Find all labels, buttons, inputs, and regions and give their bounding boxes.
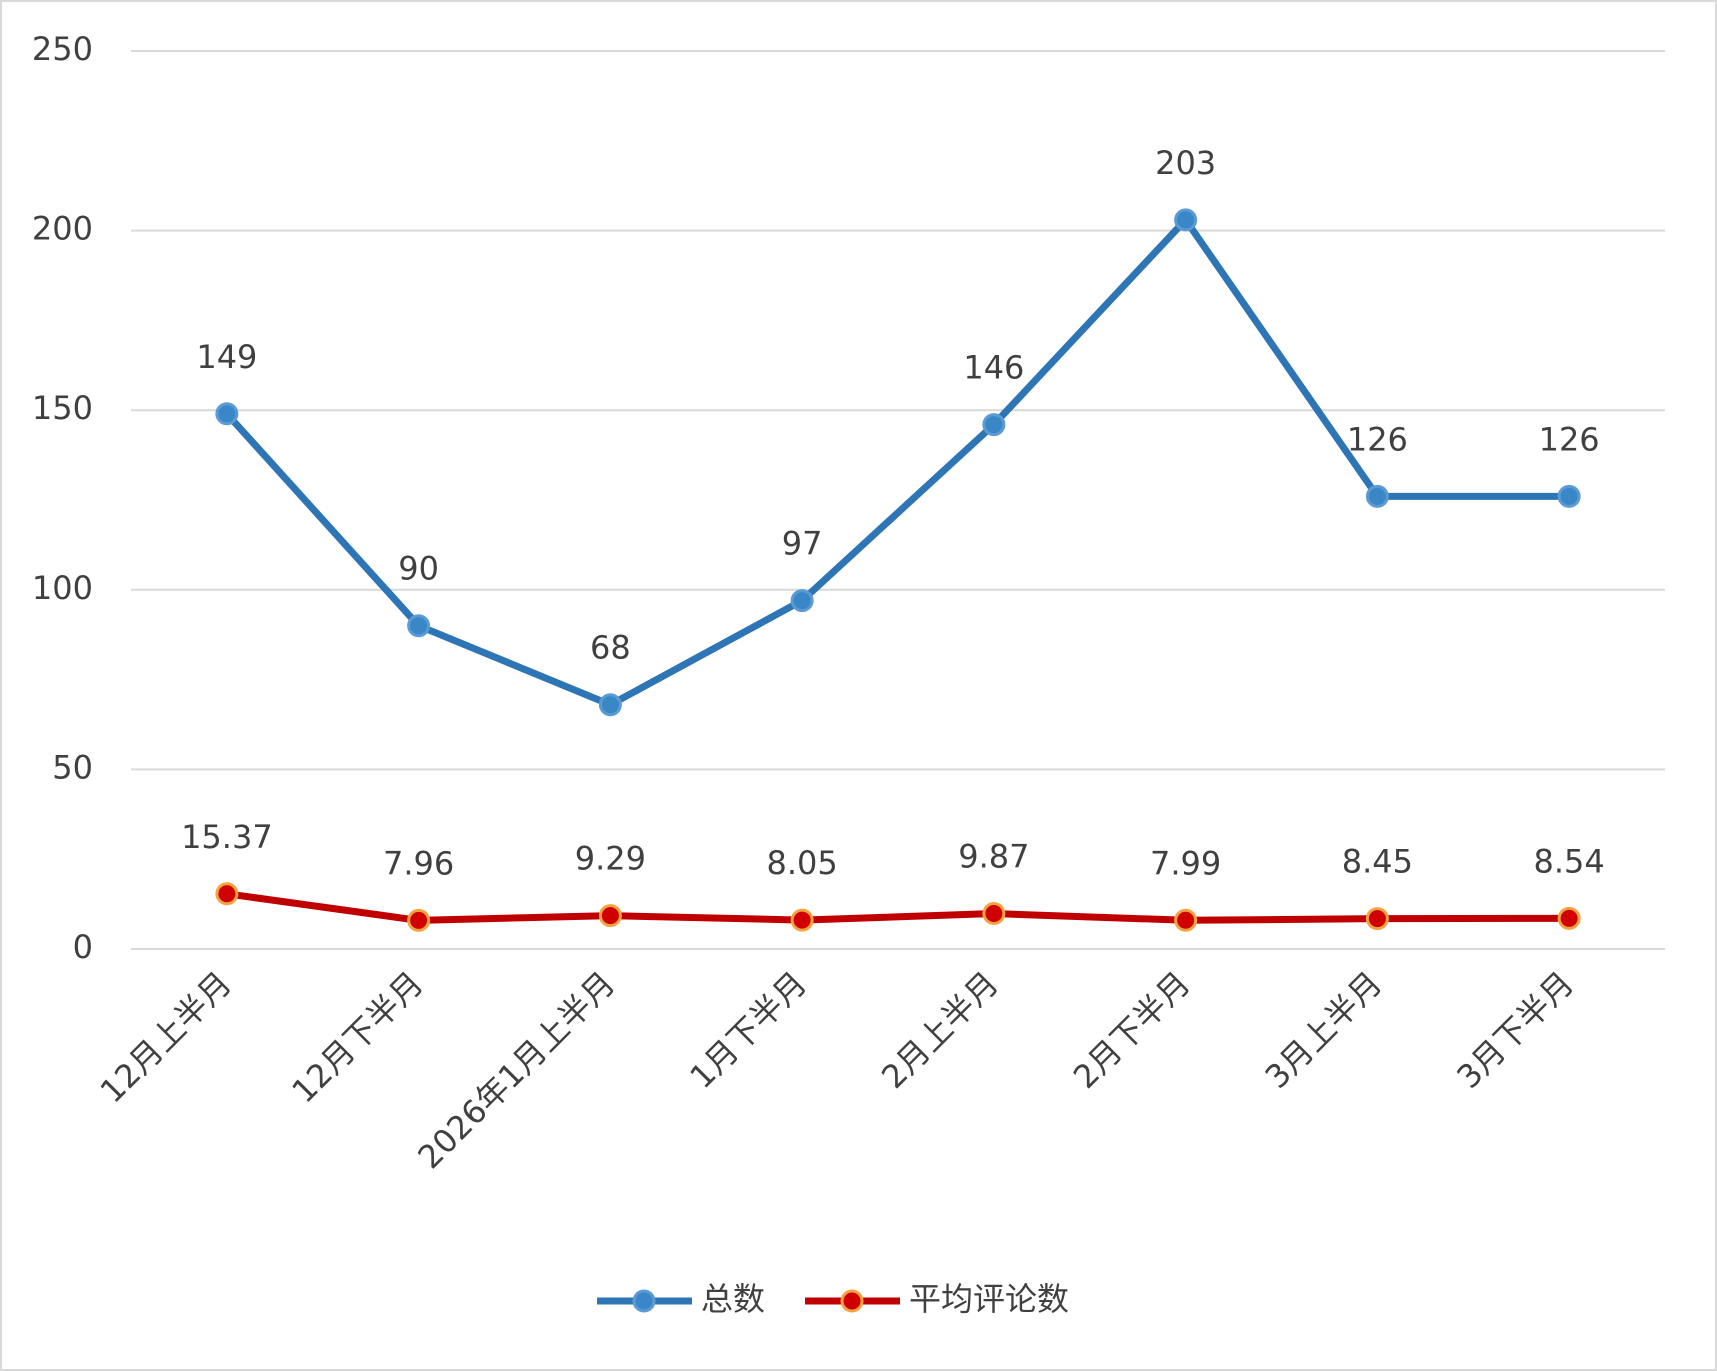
data-label: 68	[590, 629, 631, 667]
data-point	[1557, 484, 1581, 508]
data-point	[1174, 208, 1198, 232]
data-label: 97	[782, 525, 823, 563]
data-label: 8.05	[767, 844, 838, 882]
data-point	[215, 402, 239, 426]
data-label: 8.45	[1342, 843, 1413, 881]
data-point	[790, 908, 814, 932]
data-label: 7.99	[1150, 844, 1221, 882]
legend-label: 平均评论数	[909, 1280, 1069, 1318]
data-label: 149	[196, 338, 257, 376]
data-point	[1174, 908, 1198, 932]
data-label: 90	[398, 550, 439, 588]
y-tick-label: 50	[52, 748, 93, 786]
y-tick-label: 200	[32, 210, 93, 248]
y-tick-label: 150	[32, 389, 93, 427]
legend-marker	[840, 1289, 864, 1313]
data-point	[407, 614, 431, 638]
data-point	[598, 693, 622, 717]
data-point	[790, 589, 814, 613]
data-label: 9.29	[575, 840, 646, 878]
data-point	[598, 904, 622, 928]
legend-marker	[632, 1289, 656, 1313]
data-point	[407, 908, 431, 932]
data-point	[1557, 906, 1581, 930]
data-label: 8.54	[1534, 842, 1605, 880]
data-label: 126	[1539, 420, 1600, 458]
data-label: 203	[1155, 144, 1216, 182]
y-tick-label: 0	[73, 928, 93, 966]
y-tick-label: 250	[32, 30, 93, 68]
data-label: 7.96	[383, 844, 454, 882]
y-tick-label: 100	[32, 569, 93, 607]
data-label: 15.37	[181, 818, 273, 856]
data-point	[1365, 907, 1389, 931]
data-label: 126	[1347, 420, 1408, 458]
data-point	[1365, 484, 1389, 508]
data-point	[215, 882, 239, 906]
series-line	[226, 890, 1570, 924]
data-label: 146	[963, 349, 1024, 387]
series-line	[224, 216, 1570, 709]
data-point	[982, 413, 1006, 437]
legend-label: 总数	[701, 1280, 765, 1318]
data-point	[982, 902, 1006, 926]
data-label: 9.87	[958, 838, 1029, 876]
